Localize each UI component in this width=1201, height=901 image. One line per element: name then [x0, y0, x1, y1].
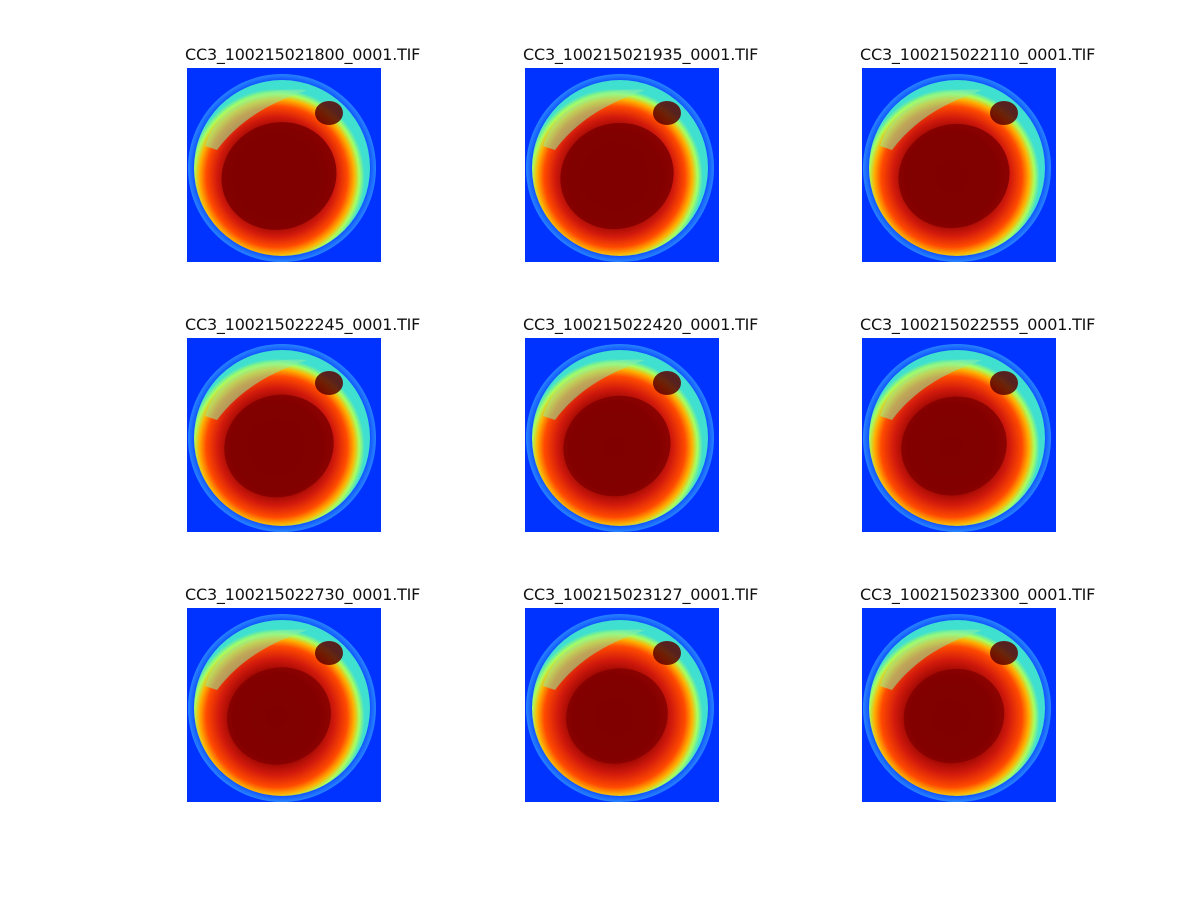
disc-core — [898, 123, 1010, 229]
heatmap-image — [187, 338, 381, 532]
disc-edge-band — [543, 359, 645, 420]
panel-title: CC3_100215021935_0001.TIF — [523, 45, 759, 64]
disc-edge-band — [880, 629, 982, 690]
panel-title: CC3_100215022245_0001.TIF — [185, 315, 421, 334]
disc-core — [563, 395, 671, 497]
image-panel-6: CC3_100215022555_0001.TIF — [860, 314, 1135, 539]
dark-spot — [990, 371, 1018, 395]
panel-title: CC3_100215023300_0001.TIF — [860, 585, 1096, 604]
image-panel-9: CC3_100215023300_0001.TIF — [860, 584, 1135, 809]
disc-edge-band — [543, 629, 645, 690]
disc-edge-band — [543, 89, 645, 150]
disc-core — [566, 668, 668, 764]
heatmap-image — [862, 338, 1056, 532]
disc-edge-band — [205, 89, 307, 150]
panel-title: CC3_100215022555_0001.TIF — [860, 315, 1096, 334]
image-panel-1: CC3_100215021800_0001.TIF — [185, 44, 460, 269]
disc-core — [224, 394, 334, 498]
image-panel-8: CC3_100215023127_0001.TIF — [523, 584, 798, 809]
dark-spot — [990, 101, 1018, 125]
image-panel-5: CC3_100215022420_0001.TIF — [523, 314, 798, 539]
dark-spot — [653, 371, 681, 395]
image-panel-3: CC3_100215022110_0001.TIF — [860, 44, 1135, 269]
dark-spot — [653, 641, 681, 665]
disc-core — [901, 396, 1007, 496]
dark-spot — [315, 371, 343, 395]
heatmap-image — [862, 608, 1056, 802]
disc-edge-band — [880, 359, 982, 420]
disc-edge-band — [880, 89, 982, 150]
image-panel-4: CC3_100215022245_0001.TIF — [185, 314, 460, 539]
heatmap-image — [525, 608, 719, 802]
heatmap-image — [187, 68, 381, 262]
heatmap-image — [525, 338, 719, 532]
disc-core — [221, 122, 337, 230]
panel-title: CC3_100215023127_0001.TIF — [523, 585, 759, 604]
heatmap-image — [187, 608, 381, 802]
panel-title: CC3_100215022420_0001.TIF — [523, 315, 759, 334]
dark-spot — [315, 101, 343, 125]
dark-spot — [315, 641, 343, 665]
disc-core — [560, 122, 674, 230]
dark-spot — [653, 101, 681, 125]
image-panel-2: CC3_100215021935_0001.TIF — [523, 44, 798, 269]
dark-spot — [990, 641, 1018, 665]
panel-title: CC3_100215021800_0001.TIF — [185, 45, 421, 64]
heatmap-image — [525, 68, 719, 262]
disc-edge-band — [205, 359, 307, 420]
disc-core — [903, 668, 1005, 764]
disc-core — [227, 667, 331, 765]
panel-title: CC3_100215022110_0001.TIF — [860, 45, 1096, 64]
image-panel-7: CC3_100215022730_0001.TIF — [185, 584, 460, 809]
heatmap-image — [862, 68, 1056, 262]
disc-edge-band — [205, 629, 307, 690]
panel-title: CC3_100215022730_0001.TIF — [185, 585, 421, 604]
